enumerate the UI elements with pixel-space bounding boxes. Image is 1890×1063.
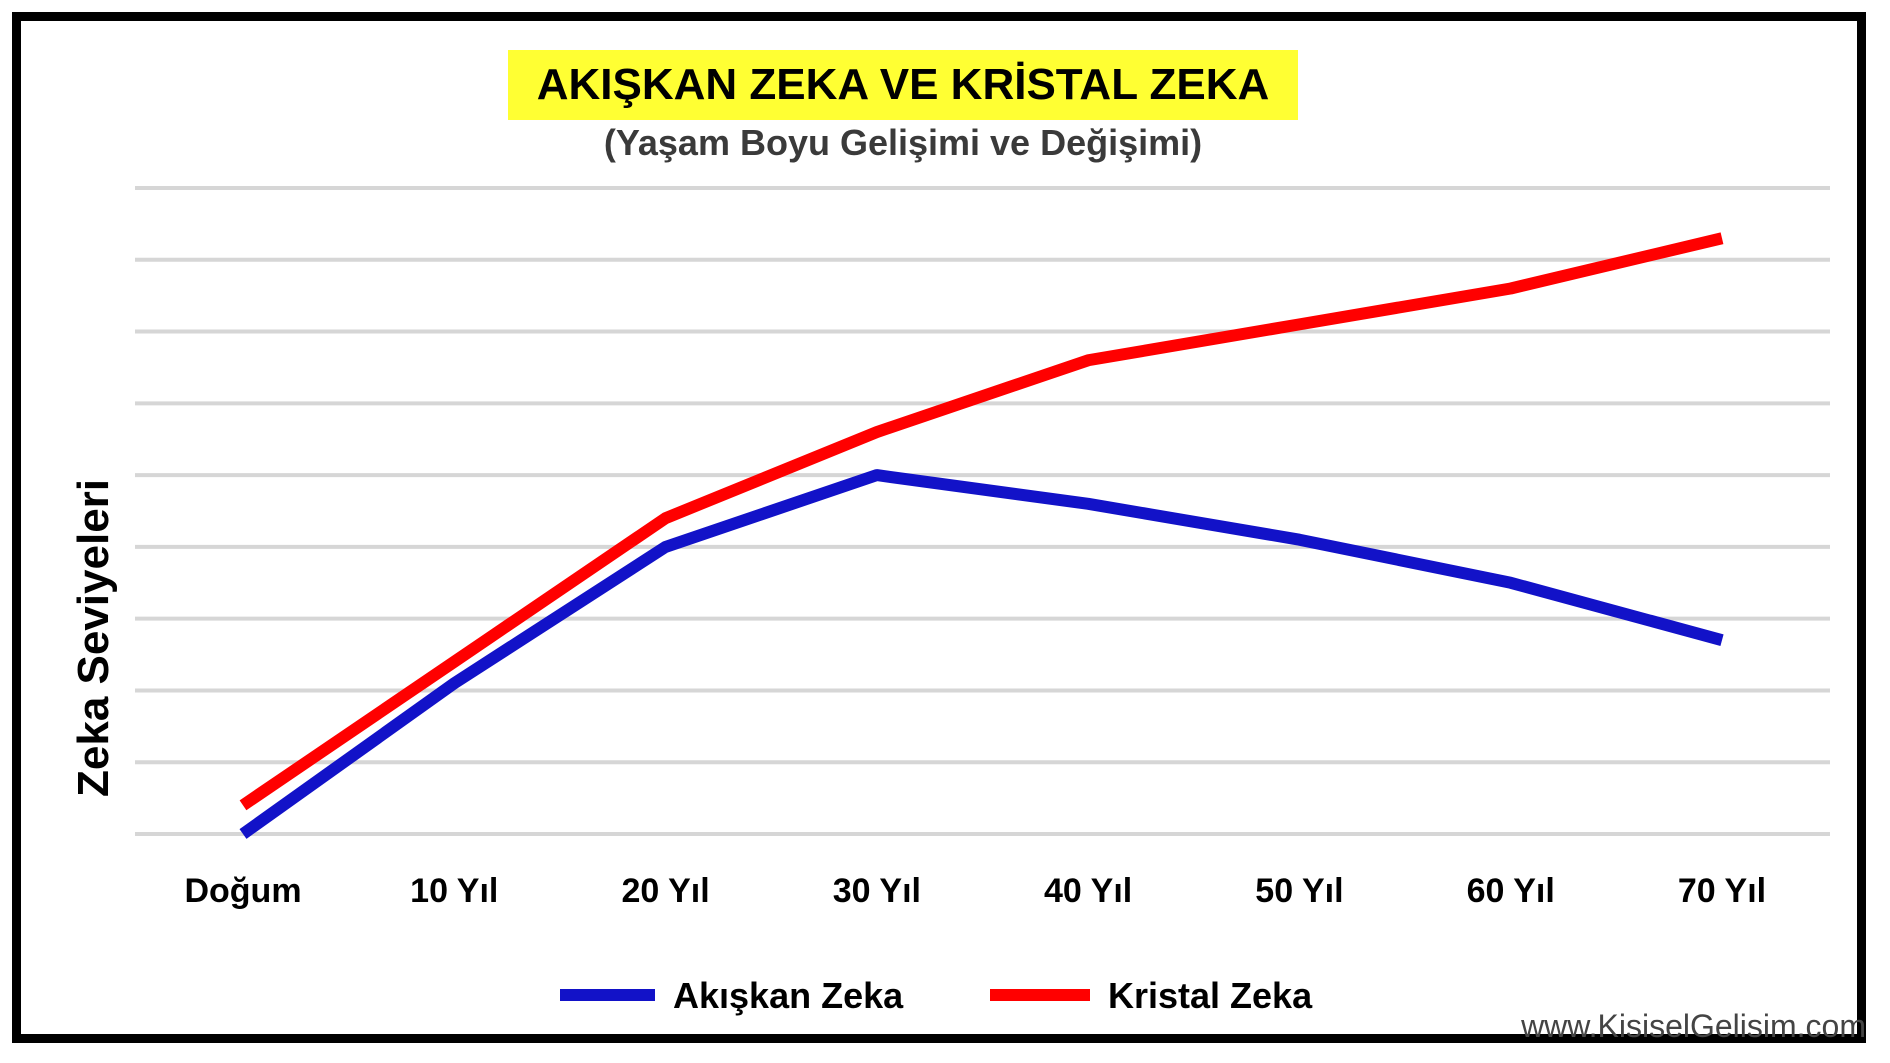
legend-label: Akışkan Zeka [673,975,904,1016]
x-axis-ticks: Doğum 10 Yıl 20 Yıl 30 Yıl 40 Yıl 50 Yıl 60 Yı… [184,872,1766,910]
grid-lines [135,186,1830,836]
x-tick-label: 60 Yıl [1467,872,1555,910]
x-tick-label: 50 Yıl [1255,872,1343,910]
y-axis-label: Zeka Seviyeleri [69,479,118,797]
x-tick-label: 30 Yıl [833,872,921,910]
x-tick-label: 20 Yıl [621,872,709,910]
chart-frame [12,12,1866,1043]
series-line-1 [239,469,1724,839]
x-tick-label: 10 Yıl [410,872,498,910]
x-tick-label: 40 Yıl [1044,872,1132,910]
legend: Akışkan Zeka Kristal Zeka [560,975,1313,1016]
legend-label: Kristal Zeka [1108,975,1313,1016]
series-layer [239,232,1724,839]
x-tick-label: Doğum [184,872,301,910]
watermark: www.KisiselGelisim.com [1521,1008,1866,1044]
series-line-2 [239,232,1724,811]
chart-title: AKIŞKAN ZEKA VE KRİSTAL ZEKA [536,60,1270,109]
chart-title-box: AKIŞKAN ZEKA VE KRİSTAL ZEKA [508,50,1298,120]
x-tick-label: 70 Yıl [1678,872,1766,910]
chart-subtitle: (Yaşam Boyu Gelişimi ve Değişimi) [603,122,1203,163]
